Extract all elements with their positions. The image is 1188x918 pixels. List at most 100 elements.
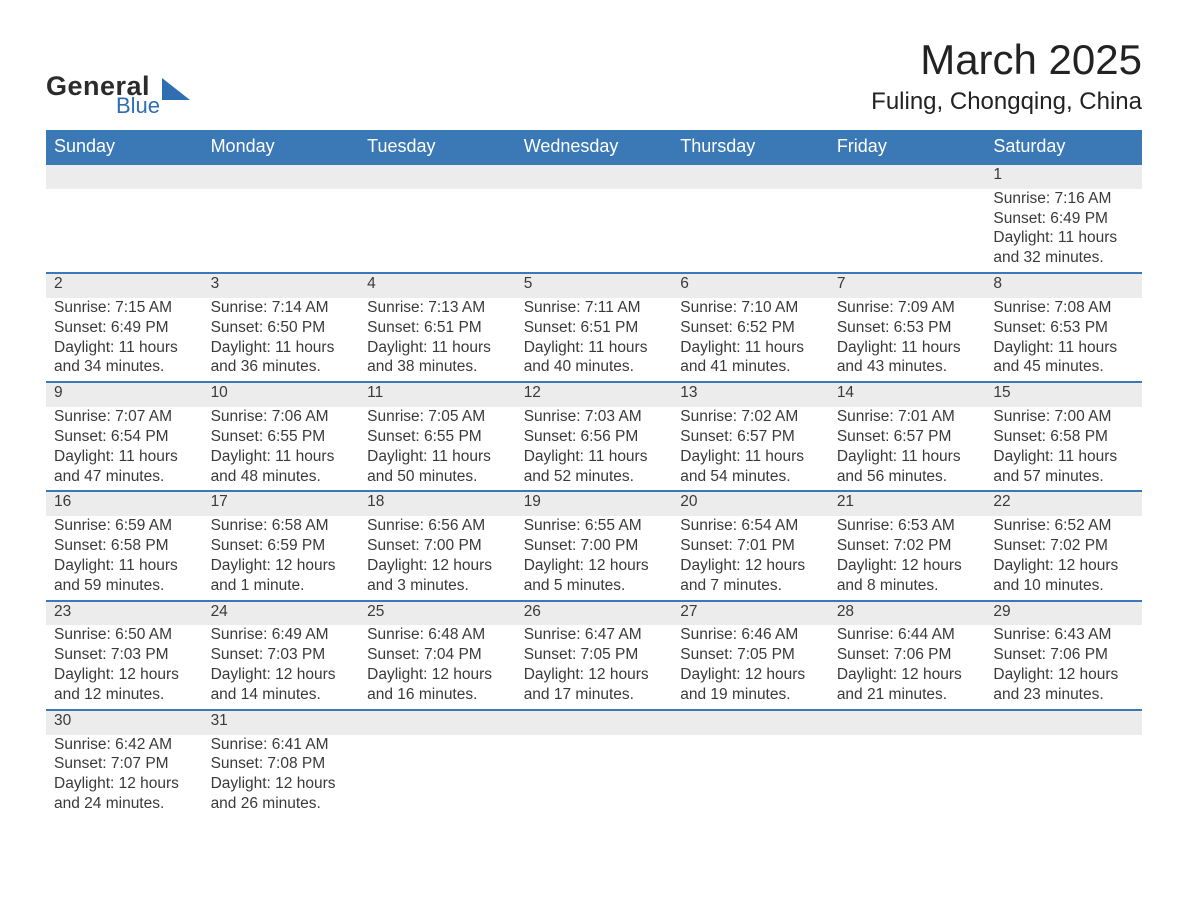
day-number-cell xyxy=(829,710,986,735)
day-number-cell xyxy=(46,164,203,189)
day-detail-line: Sunrise: 7:11 AM xyxy=(524,298,665,318)
day-detail-line: and 40 minutes. xyxy=(524,357,665,377)
day-detail-line: and 48 minutes. xyxy=(211,467,352,487)
day-detail-line: Sunrise: 7:00 AM xyxy=(993,407,1134,427)
day-detail-cell xyxy=(672,735,829,818)
day-detail-line: Daylight: 12 hours xyxy=(837,556,978,576)
day-detail-line: Sunrise: 7:05 AM xyxy=(367,407,508,427)
day-detail-line: and 7 minutes. xyxy=(680,576,821,596)
day-detail-line: Sunset: 6:54 PM xyxy=(54,427,195,447)
day-detail-line: and 5 minutes. xyxy=(524,576,665,596)
day-number-cell: 13 xyxy=(672,382,829,407)
day-number-cell: 25 xyxy=(359,601,516,626)
day-detail-cell: Sunrise: 6:46 AMSunset: 7:05 PMDaylight:… xyxy=(672,625,829,709)
day-detail-line: Sunrise: 6:53 AM xyxy=(837,516,978,536)
day-detail-line: and 17 minutes. xyxy=(524,685,665,705)
day-detail-line: Sunrise: 7:03 AM xyxy=(524,407,665,427)
day-number-cell xyxy=(359,164,516,189)
day-detail-cell: Sunrise: 7:13 AMSunset: 6:51 PMDaylight:… xyxy=(359,298,516,382)
day-detail-line: and 38 minutes. xyxy=(367,357,508,377)
day-detail-line: and 3 minutes. xyxy=(367,576,508,596)
day-number-cell: 9 xyxy=(46,382,203,407)
day-detail-line: Sunset: 6:51 PM xyxy=(524,318,665,338)
day-number-cell: 8 xyxy=(985,273,1142,298)
day-number-cell: 18 xyxy=(359,491,516,516)
day-detail-line: Daylight: 12 hours xyxy=(837,665,978,685)
day-detail-line: and 43 minutes. xyxy=(837,357,978,377)
day-detail-line: and 54 minutes. xyxy=(680,467,821,487)
day-detail-line: Sunrise: 7:02 AM xyxy=(680,407,821,427)
day-detail-cell xyxy=(516,189,673,273)
day-detail-line: and 23 minutes. xyxy=(993,685,1134,705)
day-detail-line: Daylight: 11 hours xyxy=(837,447,978,467)
day-detail-line: Sunset: 7:03 PM xyxy=(54,645,195,665)
day-detail-line: Daylight: 12 hours xyxy=(524,556,665,576)
day-detail-line: and 56 minutes. xyxy=(837,467,978,487)
day-detail-line: Daylight: 12 hours xyxy=(54,774,195,794)
day-detail-line: Daylight: 12 hours xyxy=(367,556,508,576)
day-detail-cell: Sunrise: 6:41 AMSunset: 7:08 PMDaylight:… xyxy=(203,735,360,818)
day-detail-cell: Sunrise: 6:54 AMSunset: 7:01 PMDaylight:… xyxy=(672,516,829,600)
day-detail-line: and 16 minutes. xyxy=(367,685,508,705)
day-number-cell: 11 xyxy=(359,382,516,407)
day-detail-cell xyxy=(985,735,1142,818)
day-detail-line: Sunrise: 6:50 AM xyxy=(54,625,195,645)
day-detail-line: Daylight: 12 hours xyxy=(993,665,1134,685)
day-detail-cell: Sunrise: 6:59 AMSunset: 6:58 PMDaylight:… xyxy=(46,516,203,600)
day-detail-cell: Sunrise: 7:06 AMSunset: 6:55 PMDaylight:… xyxy=(203,407,360,491)
day-number-cell: 29 xyxy=(985,601,1142,626)
day-number-cell: 16 xyxy=(46,491,203,516)
day-detail-line: Sunset: 7:05 PM xyxy=(680,645,821,665)
day-detail-line: Daylight: 12 hours xyxy=(211,774,352,794)
day-number-cell: 30 xyxy=(46,710,203,735)
day-detail-line: Sunrise: 6:52 AM xyxy=(993,516,1134,536)
day-detail-line: Sunrise: 7:16 AM xyxy=(993,189,1134,209)
day-detail-cell: Sunrise: 6:43 AMSunset: 7:06 PMDaylight:… xyxy=(985,625,1142,709)
day-detail-line: Sunset: 7:02 PM xyxy=(993,536,1134,556)
day-detail-line: Sunset: 6:55 PM xyxy=(367,427,508,447)
day-detail-line: and 19 minutes. xyxy=(680,685,821,705)
header-region: General Blue March 2025 Fuling, Chongqin… xyxy=(46,36,1142,116)
day-number-cell: 28 xyxy=(829,601,986,626)
day-detail-cell: Sunrise: 6:47 AMSunset: 7:05 PMDaylight:… xyxy=(516,625,673,709)
day-detail-line: and 8 minutes. xyxy=(837,576,978,596)
day-number-cell xyxy=(359,710,516,735)
day-detail-line: Sunset: 6:52 PM xyxy=(680,318,821,338)
day-detail-line: Sunrise: 6:58 AM xyxy=(211,516,352,536)
day-number-cell: 17 xyxy=(203,491,360,516)
logo-flag-icon xyxy=(162,78,190,104)
day-detail-line: and 1 minute. xyxy=(211,576,352,596)
day-detail-cell: Sunrise: 7:07 AMSunset: 6:54 PMDaylight:… xyxy=(46,407,203,491)
day-number-cell: 12 xyxy=(516,382,673,407)
day-detail-line: and 41 minutes. xyxy=(680,357,821,377)
day-detail-line: Sunrise: 6:48 AM xyxy=(367,625,508,645)
calendar-table: SundayMondayTuesdayWednesdayThursdayFrid… xyxy=(46,130,1142,818)
day-detail-line: Daylight: 11 hours xyxy=(524,447,665,467)
day-detail-line: Daylight: 11 hours xyxy=(993,338,1134,358)
day-detail-line: Sunset: 6:53 PM xyxy=(837,318,978,338)
day-number-cell: 2 xyxy=(46,273,203,298)
day-detail-cell: Sunrise: 6:55 AMSunset: 7:00 PMDaylight:… xyxy=(516,516,673,600)
day-number-cell: 20 xyxy=(672,491,829,516)
day-number-cell: 10 xyxy=(203,382,360,407)
day-detail-line: Sunset: 7:05 PM xyxy=(524,645,665,665)
day-number-cell: 4 xyxy=(359,273,516,298)
day-detail-cell: Sunrise: 7:02 AMSunset: 6:57 PMDaylight:… xyxy=(672,407,829,491)
day-detail-line: Daylight: 11 hours xyxy=(367,447,508,467)
day-detail-line: and 47 minutes. xyxy=(54,467,195,487)
day-detail-cell: Sunrise: 6:48 AMSunset: 7:04 PMDaylight:… xyxy=(359,625,516,709)
day-detail-line: and 50 minutes. xyxy=(367,467,508,487)
day-detail-line: Daylight: 11 hours xyxy=(54,556,195,576)
day-detail-line: Sunset: 6:49 PM xyxy=(54,318,195,338)
day-number-cell xyxy=(203,164,360,189)
day-detail-line: Sunset: 6:53 PM xyxy=(993,318,1134,338)
day-number-cell xyxy=(516,164,673,189)
day-detail-line: Daylight: 12 hours xyxy=(680,665,821,685)
day-detail-line: Daylight: 12 hours xyxy=(680,556,821,576)
day-detail-cell: Sunrise: 6:50 AMSunset: 7:03 PMDaylight:… xyxy=(46,625,203,709)
day-detail-line: Sunset: 7:02 PM xyxy=(837,536,978,556)
day-detail-cell: Sunrise: 7:10 AMSunset: 6:52 PMDaylight:… xyxy=(672,298,829,382)
day-detail-cell: Sunrise: 7:05 AMSunset: 6:55 PMDaylight:… xyxy=(359,407,516,491)
day-header: Thursday xyxy=(672,130,829,164)
day-detail-cell xyxy=(46,189,203,273)
